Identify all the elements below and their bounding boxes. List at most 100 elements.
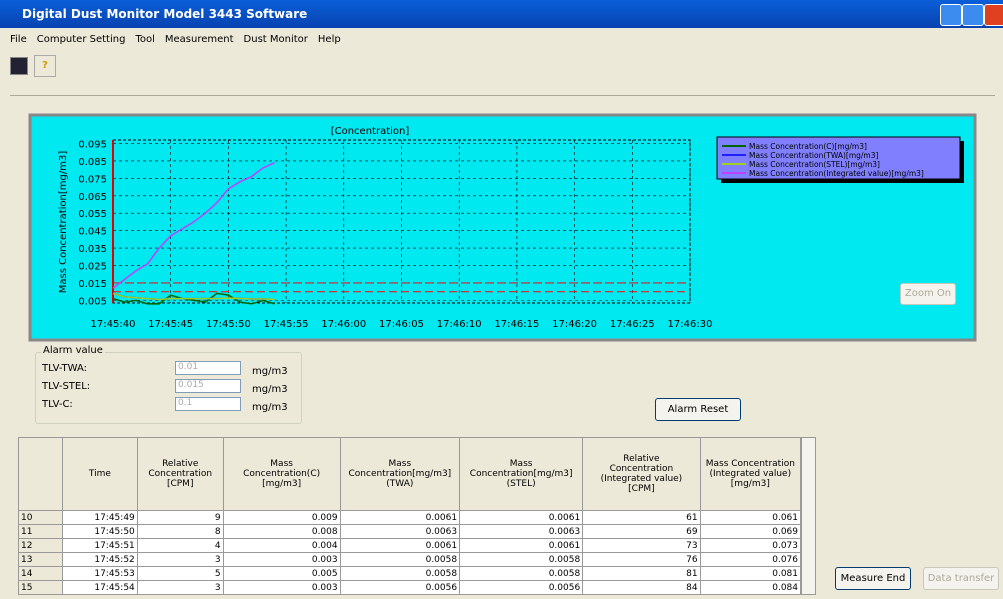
- table-cell: 3: [136, 580, 224, 595]
- table-cell: 0.0058: [339, 552, 461, 567]
- x-tick-label: 17:45:45: [148, 319, 193, 330]
- x-tick-label: 17:46:20: [552, 319, 597, 330]
- table-cell: 61: [582, 510, 701, 525]
- table-cell: 0.0061: [339, 538, 461, 553]
- alarm-group: TLV-TWA: 0.01 mg/m3 TLV-STEL: 0.015 mg/m3 TLV-…: [35, 352, 302, 424]
- zoom-button[interactable]: Zoom On: [900, 283, 956, 305]
- table-cell: 0.0058: [459, 552, 584, 567]
- table-cell: 9: [136, 510, 224, 525]
- series-line: [112, 161, 275, 289]
- alarm-unit: mg/m3: [252, 366, 288, 377]
- y-tick-label: 0.005: [78, 296, 107, 307]
- x-tick-label: 17:46:00: [321, 319, 366, 330]
- table-cell: 12: [18, 538, 63, 553]
- alarm-reset-button[interactable]: Alarm Reset: [655, 398, 741, 421]
- maximize-button[interactable]: [962, 4, 984, 26]
- column-header: Mass Concentration[mg/m3] (TWA): [339, 437, 461, 511]
- table-cell: 0.084: [699, 580, 802, 595]
- help-icon[interactable]: ?: [34, 55, 56, 77]
- table-cell: 0.004: [222, 538, 341, 553]
- y-tick-label: 0.025: [78, 262, 107, 273]
- table-cell: 0.009: [222, 510, 341, 525]
- alarm-label: TLV-TWA:: [42, 363, 88, 374]
- table-cell: 0.0063: [339, 524, 461, 539]
- close-button[interactable]: [984, 4, 1003, 26]
- legend-label: Mass Concentration(TWA)[mg/m3]: [749, 151, 878, 160]
- table-cell: 13: [18, 552, 63, 567]
- table-cell: 0.0056: [459, 580, 584, 595]
- chart-title: [Concentration]: [331, 126, 410, 137]
- column-header: Mass Concentration(C) [mg/m3]: [222, 437, 341, 511]
- table-cell: 0.069: [699, 524, 802, 539]
- table-cell: 11: [18, 524, 63, 539]
- minimize-button[interactable]: [940, 4, 962, 26]
- alarm-label: TLV-STEL:: [42, 381, 91, 392]
- chart: [Concentration] Mass Concentration[mg/m3]…: [28, 113, 977, 342]
- column-header: [18, 437, 63, 511]
- table-row: 13 17:45:52 3 0.003 0.0058 0.0058 76 0.076: [18, 552, 802, 567]
- y-axis-label: Mass Concentration[mg/m3]: [58, 151, 69, 294]
- y-tick-label: 0.075: [78, 174, 107, 185]
- table-cell: 69: [582, 524, 701, 539]
- menu-item[interactable]: Computer Setting: [36, 34, 126, 45]
- scrollbar[interactable]: [801, 437, 816, 595]
- menu-item[interactable]: Measurement: [164, 34, 234, 45]
- alarm-input[interactable]: 0.01: [175, 361, 241, 375]
- table-cell: 3: [136, 552, 224, 567]
- table-cell: 17:45:54: [61, 580, 138, 595]
- x-tick-label: 17:46:05: [379, 319, 424, 330]
- separator: [10, 95, 995, 96]
- x-tick-label: 17:45:40: [91, 319, 136, 330]
- table-cell: 17:45:53: [61, 566, 138, 581]
- table-cell: 0.061: [699, 510, 802, 525]
- series-line: [112, 292, 275, 305]
- title-bar: Digital Dust Monitor Model 3443 Software: [0, 0, 1003, 28]
- alarm-unit: mg/m3: [252, 384, 288, 395]
- menu-item[interactable]: Tool: [135, 34, 155, 45]
- table-cell: 15: [18, 580, 63, 595]
- column-header: Mass Concentration[mg/m3] (STEL): [459, 437, 584, 511]
- table-cell: 4: [136, 538, 224, 553]
- table-cell: 0.0058: [339, 566, 461, 581]
- table-row: 11 17:45:50 8 0.008 0.0063 0.0063 69 0.069: [18, 524, 802, 539]
- table-cell: 17:45:52: [61, 552, 138, 567]
- table-cell: 10: [18, 510, 63, 525]
- series-line: [112, 292, 275, 301]
- table-cell: 81: [582, 566, 701, 581]
- alarm-group-title: Alarm value: [41, 345, 105, 356]
- table-cell: 0.081: [699, 566, 802, 581]
- legend-label: Mass Concentration(C)[mg/m3]: [749, 142, 867, 151]
- table-cell: 5: [136, 566, 224, 581]
- data-transfer-button[interactable]: Data transfer: [923, 567, 999, 590]
- header-row: Time Relative Concentration [CPM] Mass Con…: [18, 437, 802, 511]
- table-cell: 0.008: [222, 524, 341, 539]
- menu-bar: File Computer Setting Tool Measurement Dust …: [0, 34, 341, 50]
- column-header: Mass Concentration (Integrated value) [m…: [699, 437, 802, 511]
- x-tick-label: 17:46:25: [610, 319, 655, 330]
- y-tick-label: 0.035: [78, 244, 107, 255]
- x-tick-label: 17:45:50: [206, 319, 251, 330]
- alarm-input[interactable]: 0.1: [175, 397, 241, 411]
- table-cell: 0.0058: [459, 566, 584, 581]
- x-tick-label: 17:46:30: [668, 319, 713, 330]
- table-cell: 0.003: [222, 552, 341, 567]
- y-tick-label: 0.095: [78, 139, 107, 150]
- table-cell: 0.073: [699, 538, 802, 553]
- x-tick-label: 17:45:55: [264, 319, 309, 330]
- y-tick-label: 0.015: [78, 279, 107, 290]
- table-cell: 76: [582, 552, 701, 567]
- alarm-input[interactable]: 0.015: [175, 379, 241, 393]
- y-tick-label: 0.065: [78, 192, 107, 203]
- legend-label: Mass Concentration(STEL)[mg/m3]: [749, 160, 880, 169]
- measure-end-button[interactable]: Measure End: [835, 567, 911, 590]
- table-cell: 17:45:50: [61, 524, 138, 539]
- menu-item[interactable]: File: [10, 34, 27, 45]
- column-header: Relative Concentration (Integrated value…: [582, 437, 701, 511]
- menu-item[interactable]: Dust Monitor: [243, 34, 308, 45]
- column-header: Relative Concentration [CPM]: [136, 437, 224, 511]
- menu-item[interactable]: Help: [317, 34, 341, 45]
- save-icon[interactable]: [10, 57, 28, 75]
- y-tick-label: 0.045: [78, 227, 107, 238]
- table-cell: 0.0061: [459, 538, 584, 553]
